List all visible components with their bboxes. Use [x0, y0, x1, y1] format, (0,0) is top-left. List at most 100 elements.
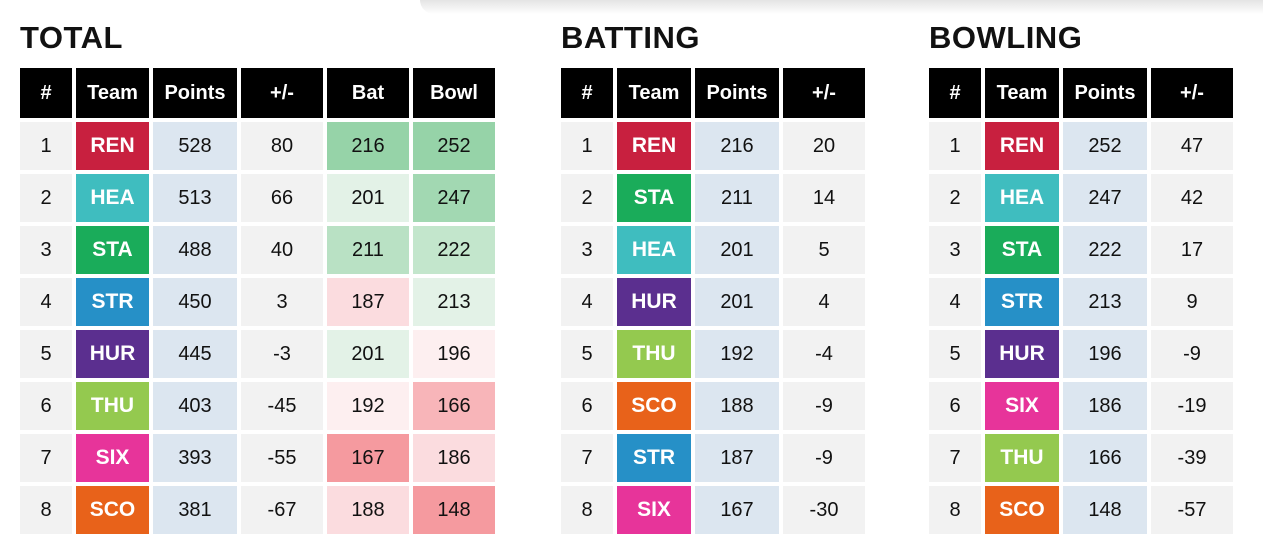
table-row[interactable]: 6 SCO 188 -9	[561, 382, 865, 430]
diff-cell: -30	[783, 486, 865, 534]
rank-cell: 4	[929, 278, 981, 326]
diff-cell: 17	[1151, 226, 1233, 274]
rank-cell: 4	[20, 278, 72, 326]
bat-cell: 201	[327, 174, 409, 222]
points-cell: 381	[153, 486, 237, 534]
total-table: # Team Points +/- Bat Bowl 1 REN 528 80 216 2…	[16, 64, 499, 538]
bat-cell: 192	[327, 382, 409, 430]
table-row[interactable]: 5 HUR 196 -9	[929, 330, 1233, 378]
table-row[interactable]: 3 STA 222 17	[929, 226, 1233, 274]
table-row[interactable]: 1 REN 216 20	[561, 122, 865, 170]
diff-cell: -57	[1151, 486, 1233, 534]
rank-cell: 4	[561, 278, 613, 326]
diff-cell: -9	[783, 382, 865, 430]
top-shadow-decoration	[420, 0, 1263, 14]
header-rank[interactable]: #	[929, 68, 981, 118]
bowl-cell: 247	[413, 174, 495, 222]
bat-cell: 187	[327, 278, 409, 326]
total-header-row: # Team Points +/- Bat Bowl	[20, 68, 495, 118]
header-rank[interactable]: #	[561, 68, 613, 118]
table-row[interactable]: 2 HEA 513 66 201 247	[20, 174, 495, 222]
table-row[interactable]: 8 SIX 167 -30	[561, 486, 865, 534]
table-row[interactable]: 3 STA 488 40 211 222	[20, 226, 495, 274]
team-badge: HEA	[985, 174, 1059, 222]
team-badge: SIX	[76, 434, 149, 482]
team-badge: THU	[985, 434, 1059, 482]
table-row[interactable]: 2 HEA 247 42	[929, 174, 1233, 222]
bowl-cell: 252	[413, 122, 495, 170]
table-row[interactable]: 5 HUR 445 -3 201 196	[20, 330, 495, 378]
table-row[interactable]: 6 SIX 186 -19	[929, 382, 1233, 430]
team-badge: REN	[76, 122, 149, 170]
rank-cell: 5	[929, 330, 981, 378]
header-team[interactable]: Team	[985, 68, 1059, 118]
header-rank[interactable]: #	[20, 68, 72, 118]
diff-cell: -4	[783, 330, 865, 378]
header-bat[interactable]: Bat	[327, 68, 409, 118]
diff-cell: -67	[241, 486, 323, 534]
points-cell: 201	[695, 278, 779, 326]
table-row[interactable]: 1 REN 252 47	[929, 122, 1233, 170]
header-bowl[interactable]: Bowl	[413, 68, 495, 118]
header-team[interactable]: Team	[617, 68, 691, 118]
header-points[interactable]: Points	[695, 68, 779, 118]
rank-cell: 7	[929, 434, 981, 482]
bowling-header-row: # Team Points +/-	[929, 68, 1233, 118]
diff-cell: -55	[241, 434, 323, 482]
points-cell: 211	[695, 174, 779, 222]
rank-cell: 7	[561, 434, 613, 482]
table-row[interactable]: 2 STA 211 14	[561, 174, 865, 222]
team-badge: HEA	[617, 226, 691, 274]
header-team[interactable]: Team	[76, 68, 149, 118]
rank-cell: 6	[561, 382, 613, 430]
points-cell: 403	[153, 382, 237, 430]
points-cell: 513	[153, 174, 237, 222]
table-row[interactable]: 1 REN 528 80 216 252	[20, 122, 495, 170]
rank-cell: 6	[20, 382, 72, 430]
bowling-table-body: 1 REN 252 47 2 HEA 247 42 3 STA 222 17 4 STR 213 9 5 HUR 1…	[929, 122, 1233, 534]
team-badge: REN	[617, 122, 691, 170]
header-diff[interactable]: +/-	[241, 68, 323, 118]
total-panel: TOTAL # Team Points +/- Bat Bowl 1 REN 528…	[20, 18, 499, 538]
header-points[interactable]: Points	[1063, 68, 1147, 118]
header-diff[interactable]: +/-	[783, 68, 865, 118]
points-cell: 187	[695, 434, 779, 482]
table-row[interactable]: 3 HEA 201 5	[561, 226, 865, 274]
diff-cell: -9	[783, 434, 865, 482]
table-row[interactable]: 4 STR 450 3 187 213	[20, 278, 495, 326]
bat-cell: 201	[327, 330, 409, 378]
table-row[interactable]: 6 THU 403 -45 192 166	[20, 382, 495, 430]
team-badge: THU	[76, 382, 149, 430]
table-row[interactable]: 7 STR 187 -9	[561, 434, 865, 482]
table-row[interactable]: 8 SCO 148 -57	[929, 486, 1233, 534]
diff-cell: 40	[241, 226, 323, 274]
points-cell: 188	[695, 382, 779, 430]
table-row[interactable]: 8 SCO 381 -67 188 148	[20, 486, 495, 534]
bat-cell: 216	[327, 122, 409, 170]
team-badge: STR	[985, 278, 1059, 326]
bowl-cell: 213	[413, 278, 495, 326]
table-row[interactable]: 7 THU 166 -39	[929, 434, 1233, 482]
rank-cell: 2	[20, 174, 72, 222]
team-badge: SCO	[617, 382, 691, 430]
diff-cell: 14	[783, 174, 865, 222]
points-cell: 252	[1063, 122, 1147, 170]
points-cell: 148	[1063, 486, 1147, 534]
header-diff[interactable]: +/-	[1151, 68, 1233, 118]
table-row[interactable]: 4 STR 213 9	[929, 278, 1233, 326]
points-cell: 393	[153, 434, 237, 482]
team-badge: REN	[985, 122, 1059, 170]
rank-cell: 6	[929, 382, 981, 430]
bowl-cell: 222	[413, 226, 495, 274]
table-row[interactable]: 4 HUR 201 4	[561, 278, 865, 326]
points-cell: 186	[1063, 382, 1147, 430]
team-badge: SIX	[985, 382, 1059, 430]
points-cell: 201	[695, 226, 779, 274]
header-points[interactable]: Points	[153, 68, 237, 118]
bat-cell: 188	[327, 486, 409, 534]
diff-cell: 42	[1151, 174, 1233, 222]
table-row[interactable]: 7 SIX 393 -55 167 186	[20, 434, 495, 482]
table-row[interactable]: 5 THU 192 -4	[561, 330, 865, 378]
rank-cell: 3	[929, 226, 981, 274]
team-badge: STR	[76, 278, 149, 326]
